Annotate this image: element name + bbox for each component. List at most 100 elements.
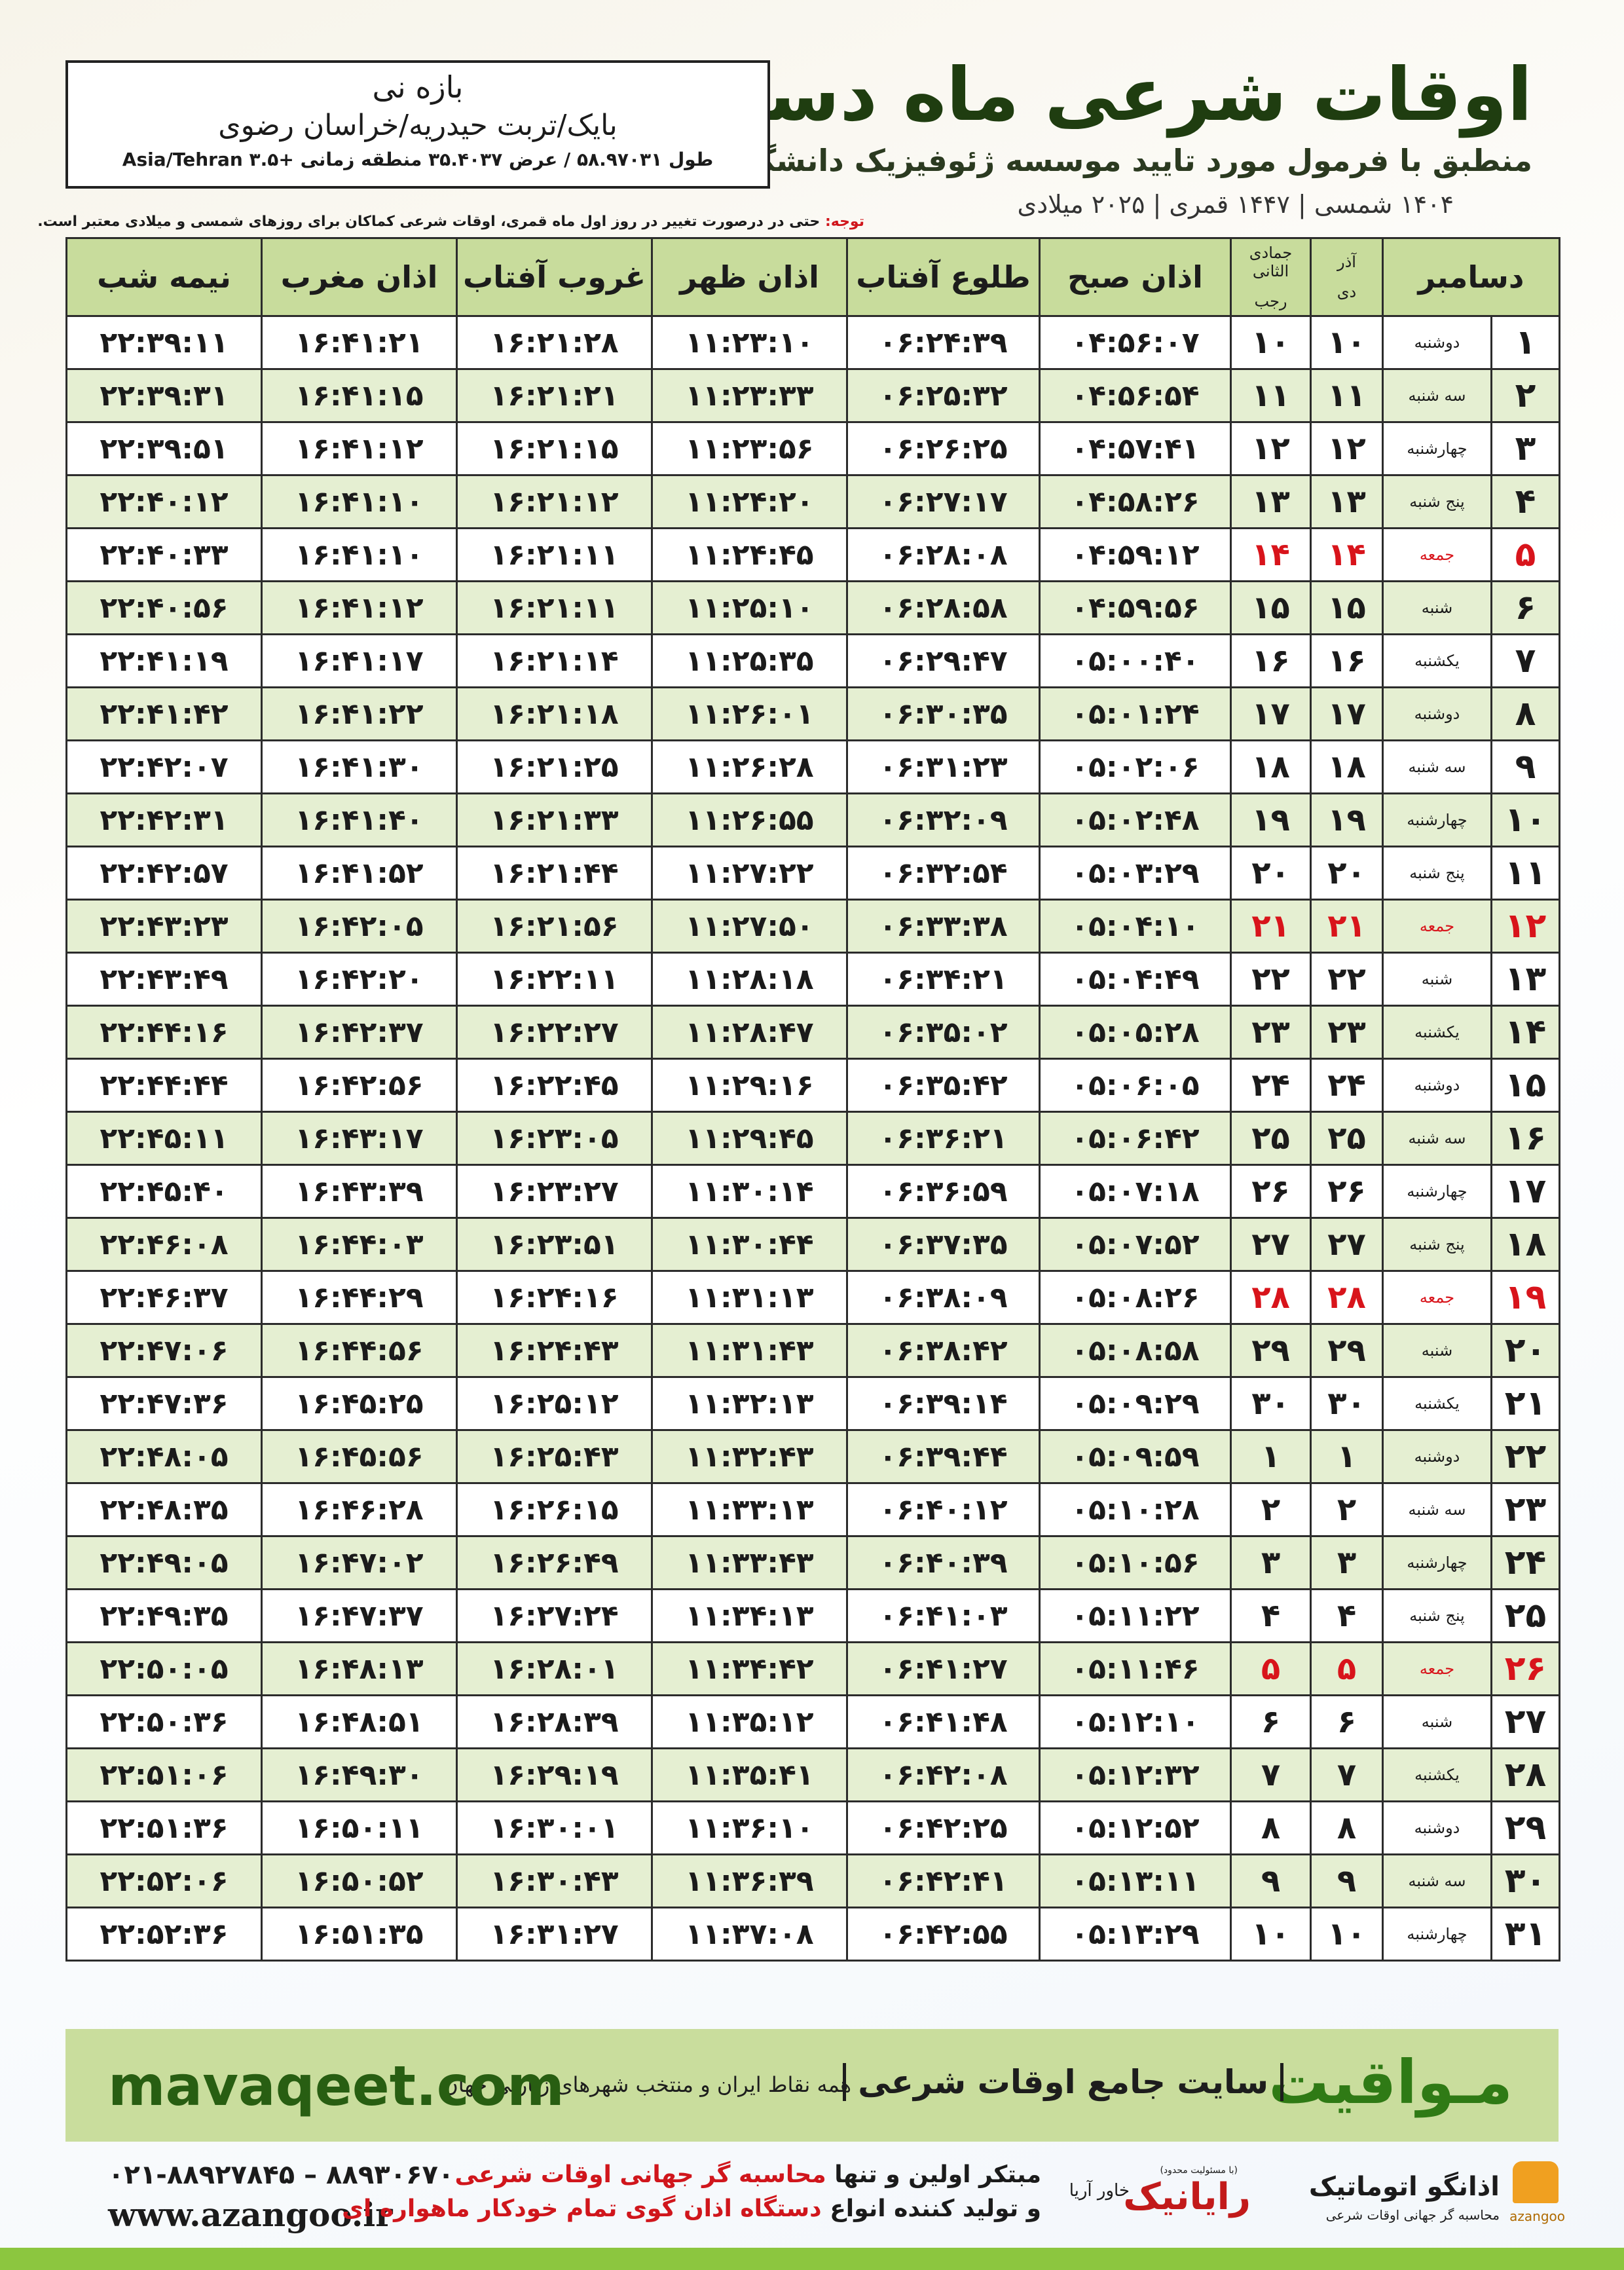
day-number: ۱۷ [1490,1164,1560,1219]
maghrib: ۱۶:۴۶:۲۸ [261,1482,458,1537]
lunar-day: ۱۲ [1230,421,1312,476]
midnight: ۲۲:۳۹:۱۱ [65,315,263,370]
dhuhr: ۱۱:۲۴:۴۵ [651,527,848,582]
midnight: ۲۲:۴۸:۳۵ [65,1482,263,1537]
table-row: ۸ دوشنبه ۱۷ ۱۷ ۰۵:۰۱:۲۴ ۰۶:۳۰:۳۵ ۱۱:۲۶:۰۱ ۱۶:۲۱… [65,686,1560,741]
maghrib: ۱۶:۴۱:۱۵ [261,368,458,423]
logo-text: اذانگو اتوماتیک [1308,2172,1500,2202]
table-row: ۳ چهارشنبه ۱۲ ۱۲ ۰۴:۵۷:۴۱ ۰۶:۲۶:۲۵ ۱۱:۲۳:۵۶ ۱۶:… [65,421,1560,476]
maghrib: ۱۶:۴۲:۰۵ [261,899,458,954]
sunrise: ۰۶:۳۳:۳۸ [846,899,1041,954]
lunar-day: ۲۷ [1230,1217,1312,1272]
header-cell: غروب آفتاب [456,237,653,317]
maghrib: ۱۶:۴۳:۱۷ [261,1111,458,1166]
prayer-table: دسامبر آذر دی جمادی الثانی رجب اذان صبح طل… [65,237,1560,1962]
fajr: ۰۴:۵۹:۵۶ [1039,580,1232,635]
header-bottom: رجب [1254,292,1287,310]
note-text: حتی در درصورت تغییر در روز اول ماه قمری،… [37,214,821,230]
lunar-day: ۲۵ [1230,1111,1312,1166]
weekday: چهارشنبه [1382,1907,1492,1962]
lunar-day: ۳ [1230,1535,1312,1590]
sunrise: ۰۶:۳۱:۲۳ [846,739,1041,794]
weekday: چهارشنبه [1382,1535,1492,1590]
sunrise: ۰۶:۴۲:۵۵ [846,1907,1041,1962]
weekday: شنبه [1382,580,1492,635]
sunrise: ۰۶:۳۹:۴۴ [846,1429,1041,1484]
sunset: ۱۶:۲۱:۲۱ [456,368,653,423]
midnight: ۲۲:۵۰:۰۵ [65,1641,263,1696]
logo-text: رایانیک [1123,2176,1251,2218]
fajr: ۰۴:۵۷:۴۱ [1039,421,1232,476]
lunar-day: ۵ [1230,1641,1312,1696]
header-cell: اذان مغرب [261,237,458,317]
midnight: ۲۲:۵۲:۰۶ [65,1853,263,1908]
day-number: ۱۱ [1490,846,1560,901]
slogan-text: مبتکر اولین و تنها [834,2161,1041,2188]
sunset: ۱۶:۲۱:۳۳ [456,792,653,847]
sunset: ۱۶:۲۱:۱۲ [456,474,653,529]
midnight: ۲۲:۴۳:۴۹ [65,952,263,1007]
maghrib: ۱۶:۵۱:۳۵ [261,1907,458,1962]
table-row: ۱ دوشنبه ۱۰ ۱۰ ۰۴:۵۶:۰۷ ۰۶:۲۴:۳۹ ۱۱:۲۳:۱۰ ۱۶:۲۱… [65,315,1560,370]
day-number: ۳ [1490,421,1560,476]
sunrise: ۰۶:۴۱:۴۸ [846,1694,1041,1749]
maghrib: ۱۶:۴۴:۵۶ [261,1323,458,1378]
fajr: ۰۵:۰۵:۲۸ [1039,1005,1232,1060]
sunrise: ۰۶:۳۶:۲۱ [846,1111,1041,1166]
solar-day: ۲۶ [1310,1164,1384,1219]
day-number: ۹ [1490,739,1560,794]
solar-day: ۲۹ [1310,1323,1384,1378]
sunset: ۱۶:۲۷:۲۴ [456,1588,653,1643]
solar-day: ۷ [1310,1747,1384,1802]
sunrise: ۰۶:۳۲:۵۴ [846,846,1041,901]
fajr: ۰۴:۵۸:۲۶ [1039,474,1232,529]
sunrise: ۰۶:۲۶:۲۵ [846,421,1041,476]
table-head: دسامبر آذر دی جمادی الثانی رجب اذان صبح طل… [65,237,1560,317]
midnight: ۲۲:۴۶:۰۸ [65,1217,263,1272]
header-top: جمادی الثانی [1249,244,1293,280]
dhuhr: ۱۱:۳۲:۱۳ [651,1376,848,1431]
sunrise: ۰۶:۳۵:۰۲ [846,1005,1041,1060]
note-label: توجه: [824,214,864,230]
midnight: ۲۲:۴۱:۱۹ [65,633,263,688]
header-cell: دسامبر [1382,237,1560,317]
weekday: سه شنبه [1382,1482,1492,1537]
sunrise: ۰۶:۲۸:۵۸ [846,580,1041,635]
fajr: ۰۵:۰۲:۴۸ [1039,792,1232,847]
solar-day: ۲۳ [1310,1005,1384,1060]
bottom-strip [0,2248,1624,2270]
maghrib: ۱۶:۴۵:۲۵ [261,1376,458,1431]
table-row: ۲۱ یکشنبه ۳۰ ۳۰ ۰۵:۰۹:۲۹ ۰۶:۳۹:۱۴ ۱۱:۳۲:۱۳ ۱۶:۲… [65,1376,1560,1431]
lunar-day: ۲۸ [1230,1270,1312,1325]
solar-day: ۲۱ [1310,899,1384,954]
slogan-highlight: محاسبه گر جهانی اوقات شرعی [454,2161,826,2188]
slogan-highlight: دستگاه اذان گوی تمام خودکار ماهواره ای [342,2195,822,2222]
sunrise: ۰۶:۳۰:۳۵ [846,686,1041,741]
table-row: ۱۹ جمعه ۲۸ ۲۸ ۰۵:۰۸:۲۶ ۰۶:۳۸:۰۹ ۱۱:۳۱:۱۳ ۱۶:۲۴:… [65,1270,1560,1325]
sunset: ۱۶:۲۹:۱۹ [456,1747,653,1802]
table-row: ۲۹ دوشنبه ۸ ۸ ۰۵:۱۲:۵۲ ۰۶:۴۲:۲۵ ۱۱:۳۶:۱۰ ۱۶:۳۰:… [65,1800,1560,1855]
sunset: ۱۶:۲۲:۲۷ [456,1005,653,1060]
maghrib: ۱۶:۴۹:۳۰ [261,1747,458,1802]
sunset: ۱۶:۲۱:۱۵ [456,421,653,476]
sunrise: ۰۶:۲۹:۴۷ [846,633,1041,688]
website[interactable]: www.azangoo.ir [108,2195,393,2234]
sunset: ۱۶:۲۱:۲۵ [456,739,653,794]
midnight: ۲۲:۴۹:۳۵ [65,1588,263,1643]
day-number: ۳۱ [1490,1907,1560,1962]
sunrise: ۰۶:۴۰:۱۲ [846,1482,1041,1537]
years: ۱۴۰۴ شمسی | ۱۴۴۷ قمری | ۲۰۲۵ میلادی [1017,190,1454,219]
dhuhr: ۱۱:۳۷:۰۸ [651,1907,848,1962]
midnight: ۲۲:۵۱:۰۶ [65,1747,263,1802]
table-row: ۱۵ دوشنبه ۲۴ ۲۴ ۰۵:۰۶:۰۵ ۰۶:۳۵:۴۲ ۱۱:۲۹:۱۶ ۱۶:۲… [65,1058,1560,1113]
sunset: ۱۶:۳۰:۴۳ [456,1853,653,1908]
sunset: ۱۶:۲۱:۴۴ [456,846,653,901]
table-body: ۱ دوشنبه ۱۰ ۱۰ ۰۴:۵۶:۰۷ ۰۶:۲۴:۳۹ ۱۱:۲۳:۱۰ ۱۶:۲۱… [65,315,1560,1962]
dhuhr: ۱۱:۲۶:۵۵ [651,792,848,847]
dhuhr: ۱۱:۲۶:۲۸ [651,739,848,794]
site[interactable]: mavaqeet.com [108,2054,564,2118]
dhuhr: ۱۱:۲۵:۳۵ [651,633,848,688]
lunar-day: ۲ [1230,1482,1312,1537]
sunrise: ۰۶:۴۲:۲۵ [846,1800,1041,1855]
